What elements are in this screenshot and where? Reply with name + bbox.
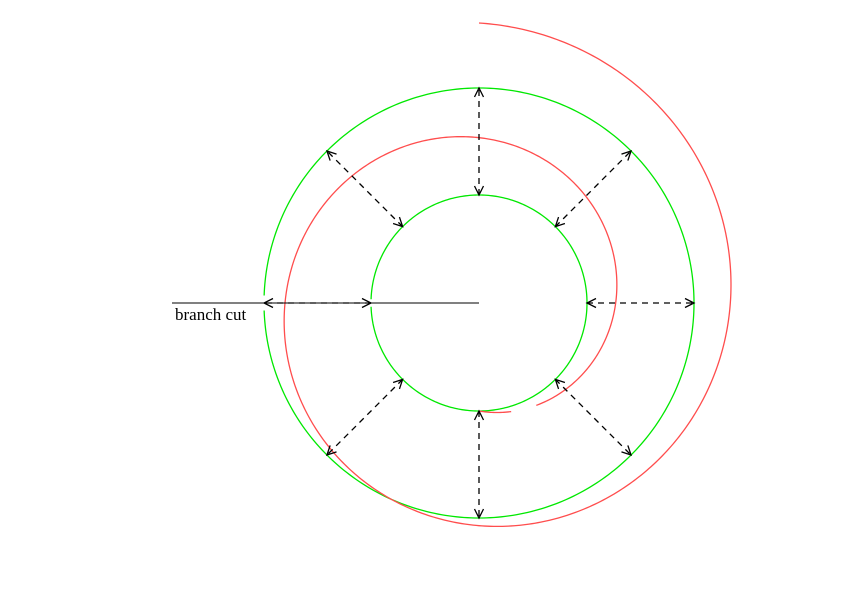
radial-arrow <box>475 88 484 195</box>
radial-arrow <box>555 379 631 455</box>
branch-cut-label: branch cut <box>175 305 247 324</box>
radial-arrow <box>587 299 694 308</box>
radial-arrow <box>475 411 484 518</box>
diagram-canvas: branch cut <box>0 0 860 606</box>
arrow-shaft <box>327 379 403 455</box>
radial-arrow <box>555 151 631 227</box>
arrow-shaft <box>555 151 631 227</box>
spiral-segment <box>479 411 511 413</box>
radial-arrow <box>327 379 403 455</box>
arrow-shaft <box>555 379 631 455</box>
spiral-segment <box>284 23 731 526</box>
